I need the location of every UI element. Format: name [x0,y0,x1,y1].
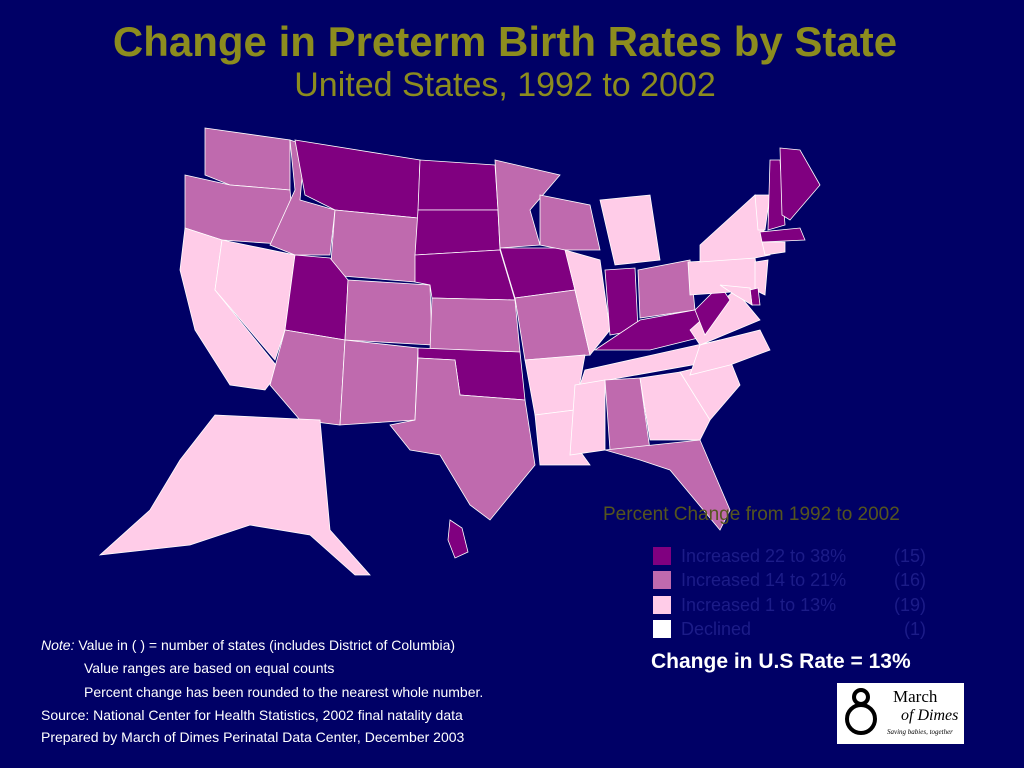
logo-line2: of Dimes [901,707,959,724]
legend-count: (15) [893,546,926,566]
legend-count: (1) [904,619,926,639]
logo: March of Dimes Saving babies, together [837,683,964,744]
legend-swatch [653,596,671,614]
legend-count: (16) [893,570,926,590]
source: Source: National Center for Health Stati… [41,707,463,723]
subtitle: United States, 1992 to 2002 [294,66,716,104]
note: Note: Value in ( ) = number of states (i… [41,637,455,653]
logo-tagline: Saving babies, together [887,728,953,736]
logo-icon [845,688,877,735]
legend-count: (19) [893,595,926,615]
note-label: Note: [41,637,75,653]
note-line: Value ranges are based on equal counts [84,660,335,676]
us-rate: Change in U.S Rate = 13% [651,650,911,673]
legend-swatch [653,571,671,589]
legend-title: Percent Change from 1992 to 2002 [603,504,900,525]
legend-swatch [653,620,671,638]
legend-swatch [653,547,671,565]
note-line: Value in ( ) = number of states (include… [78,637,456,653]
note-line: Percent change has been rounded to the n… [84,684,484,700]
legend-label: Increased 1 to 13% [681,595,837,615]
prepared: Prepared by March of Dimes Perinatal Dat… [41,729,465,745]
legend-label: Increased 14 to 21% [681,570,847,590]
legend-label: Declined [681,619,752,639]
logo-line1: March [893,687,938,706]
title: Change in Preterm Birth Rates by State [112,18,898,65]
legend-label: Increased 22 to 38% [681,546,847,566]
